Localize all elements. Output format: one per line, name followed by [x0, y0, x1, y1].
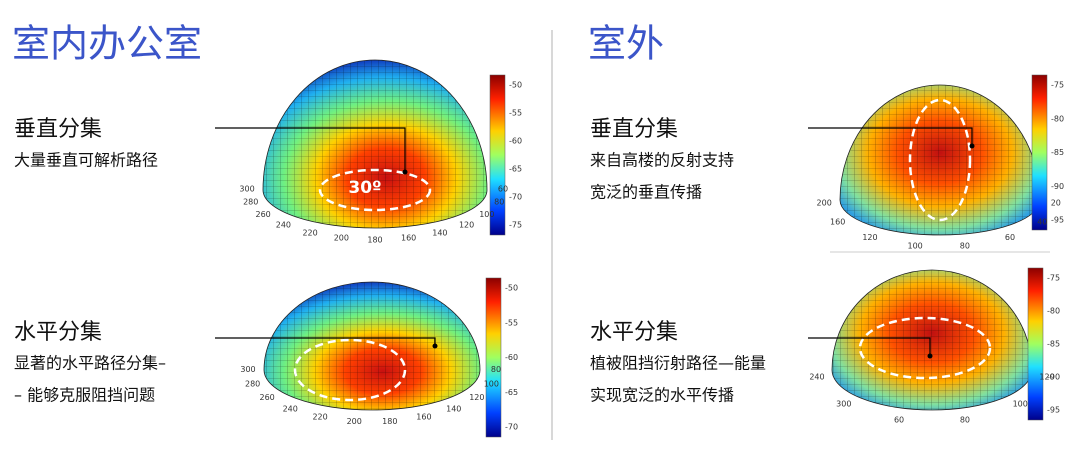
panel-heading: 垂直分集 [590, 117, 678, 142]
highlight-region [293, 338, 407, 402]
azimuth-label: 120 [469, 393, 484, 402]
azimuth-label: 300 [239, 184, 254, 193]
azimuth-label: 160 [416, 413, 431, 422]
azimuth-label: 140 [432, 229, 447, 238]
azimuth-label: 240 [276, 220, 291, 229]
sphere-grid [263, 281, 481, 411]
colorbar-label: -60 [509, 137, 522, 146]
colorbar-label: -95 [1051, 216, 1064, 225]
azimuth-label: 160 [830, 218, 845, 227]
azimuth-label: 100 [907, 241, 922, 250]
colorbar-label: -85 [1047, 340, 1060, 349]
colorbar-label: -60 [505, 353, 518, 362]
azimuth-label: 280 [245, 380, 260, 389]
azimuth-label: 220 [312, 413, 327, 422]
colorbar-label: -65 [509, 165, 522, 174]
colorbar [489, 74, 506, 236]
azimuth-label: 280 [243, 197, 258, 206]
azimuth-label: 260 [259, 393, 274, 402]
panel-description: 实现宽泛的水平传播 [590, 386, 734, 405]
azimuth-label: 60 [498, 184, 508, 193]
sphere-grid [839, 84, 1041, 236]
panel-heading: 水平分集 [590, 320, 678, 345]
azimuth-label: 120 [459, 220, 474, 229]
colorbar-label: -90 [1047, 373, 1060, 382]
colorbar-label: -50 [509, 81, 522, 90]
pointer-line [808, 337, 931, 356]
section-title: 室内办公室 [12, 22, 202, 66]
highlight-region [858, 316, 992, 380]
colorbar-label: -80 [1051, 114, 1064, 123]
panel-description: 来自高楼的反射支持 [590, 151, 734, 170]
panel-heading: 垂直分集 [14, 117, 102, 142]
azimuth-label: 240 [809, 372, 824, 381]
azimuth-label: 200 [334, 234, 349, 243]
azimuth-label: 240 [283, 405, 298, 414]
colorbar-label: -75 [1047, 274, 1060, 283]
pointer-line [215, 337, 436, 346]
azimuth-label: 80 [960, 241, 970, 250]
azimuth-label: 120 [1039, 372, 1054, 381]
azimuth-label: 100 [1013, 399, 1028, 408]
azimuth-label: 120 [862, 233, 877, 242]
highlight-region [318, 168, 432, 212]
azimuth-label: 80 [491, 365, 501, 374]
azimuth-label: 180 [382, 417, 397, 426]
azimuth-label: 60 [1005, 233, 1015, 242]
colorbar [1027, 267, 1044, 421]
azimuth-label: 140 [446, 405, 461, 414]
colorbar-label: -70 [505, 423, 518, 432]
azimuth-label: 300 [240, 365, 255, 374]
panel-description: 宽泛的垂直传播 [590, 183, 702, 202]
azimuth-label: 100 [484, 380, 499, 389]
azimuth-label: 20 [1051, 198, 1061, 207]
azimuth-label: 80 [960, 415, 970, 424]
pointer-dot [402, 169, 408, 175]
colorbar-label: -85 [1051, 148, 1064, 157]
colorbar-label: -65 [505, 388, 518, 397]
azimuth-label: 80 [494, 197, 504, 206]
colorbar [485, 277, 502, 438]
panel-description: 植被阻挡衍射路径—能量 [590, 354, 766, 373]
colorbar-label: -50 [505, 284, 518, 293]
colorbar [1031, 74, 1048, 231]
azimuth-label: 220 [302, 229, 317, 238]
sphere-grid [262, 59, 488, 229]
angle-annotation: 30º [348, 178, 381, 198]
colorbar-label: -75 [509, 221, 522, 230]
pointer-dot [432, 343, 438, 349]
highlight-region [908, 98, 972, 222]
panel-description: 显著的水平路径分集– [14, 354, 166, 373]
colorbar-label: -80 [1047, 307, 1060, 316]
azimuth-label: 160 [401, 234, 416, 243]
colorbar-label: -90 [1051, 182, 1064, 191]
pointer-dot [969, 143, 975, 149]
azimuth-label: 300 [836, 399, 851, 408]
pointer-dot [927, 353, 933, 359]
colorbar-label: -55 [505, 318, 518, 327]
azimuth-label: 100 [479, 210, 494, 219]
azimuth-label: 260 [255, 210, 270, 219]
colorbar-label: -75 [1051, 81, 1064, 90]
azimuth-label: 60 [894, 415, 904, 424]
section-title: 室外 [588, 22, 664, 66]
azimuth-label: 200 [817, 198, 832, 207]
panel-heading: 水平分集 [14, 320, 102, 345]
azimuth-label: 40 [1037, 218, 1047, 227]
azimuth-label: 180 [367, 236, 382, 245]
pointer-line [215, 127, 406, 172]
azimuth-label: 200 [347, 417, 362, 426]
panel-description: – 能够克服阻挡问题 [14, 386, 155, 405]
colorbar-label: -95 [1047, 406, 1060, 415]
colorbar-label: -55 [509, 109, 522, 118]
pointer-line [808, 127, 973, 146]
colorbar-label: -70 [509, 193, 522, 202]
panel-description: 大量垂直可解析路径 [14, 151, 158, 170]
